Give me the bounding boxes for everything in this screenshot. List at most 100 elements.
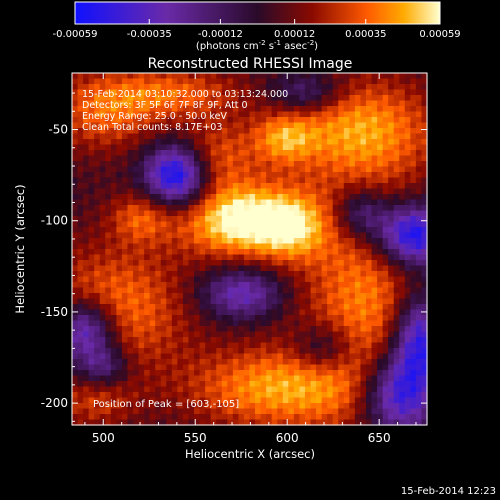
heatmap-pixel — [83, 199, 90, 206]
heatmap-pixel — [160, 254, 167, 261]
heatmap-pixel — [415, 139, 423, 146]
heatmap-pixel — [194, 232, 201, 239]
heatmap-pixel — [304, 216, 312, 223]
heatmap-pixel — [404, 111, 411, 118]
heatmap-pixel — [227, 144, 234, 151]
heatmap-pixel — [188, 227, 195, 234]
heatmap-pixel — [199, 276, 206, 283]
heatmap-pixel — [133, 150, 140, 157]
heatmap-pixel — [327, 320, 334, 327]
heatmap-pixel — [121, 95, 129, 102]
heatmap-pixel — [121, 122, 129, 129]
heatmap-pixel — [227, 249, 234, 256]
heatmap-pixel — [415, 89, 423, 96]
heatmap-pixel — [343, 177, 350, 184]
heatmap-pixel — [210, 353, 217, 360]
heatmap-pixel — [243, 221, 251, 228]
y-tick-label: -200 — [41, 396, 68, 410]
heatmap-pixel — [155, 194, 162, 201]
heatmap-pixel — [116, 353, 123, 360]
heatmap-pixel — [133, 210, 140, 217]
heatmap-pixel — [127, 221, 134, 228]
heatmap-pixel — [182, 117, 190, 124]
heatmap-pixel — [321, 298, 328, 305]
heatmap-pixel — [282, 265, 289, 272]
heatmap-pixel — [138, 210, 145, 217]
heatmap-pixel — [94, 139, 101, 146]
heatmap-pixel — [188, 348, 195, 355]
heatmap-pixel — [227, 95, 234, 102]
heatmap-pixel — [155, 315, 162, 322]
heatmap-pixel — [277, 282, 284, 289]
heatmap-pixel — [354, 249, 362, 256]
heatmap-pixel — [415, 199, 423, 206]
heatmap-pixel — [404, 397, 411, 404]
heatmap-pixel — [94, 249, 101, 256]
heatmap-pixel — [277, 392, 284, 399]
heatmap-pixel — [116, 287, 123, 294]
heatmap-pixel — [238, 331, 245, 338]
heatmap-pixel — [310, 414, 317, 421]
heatmap-pixel — [377, 117, 384, 124]
heatmap-pixel — [293, 161, 301, 168]
heatmap-pixel — [293, 78, 301, 85]
heatmap-pixel — [144, 271, 151, 278]
heatmap-pixel — [332, 392, 339, 399]
heatmap-pixel — [310, 238, 317, 245]
heatmap-pixel — [116, 194, 123, 201]
heatmap-pixel — [232, 386, 240, 393]
heatmap-pixel — [94, 326, 101, 333]
heatmap-pixel — [293, 326, 301, 333]
heatmap-pixel — [282, 78, 289, 85]
heatmap-pixel — [166, 111, 173, 118]
heatmap-pixel — [316, 161, 323, 168]
heatmap-pixel — [199, 144, 206, 151]
heatmap-pixel — [360, 210, 367, 217]
heatmap-pixel — [343, 117, 350, 124]
heatmap-pixel — [238, 342, 245, 349]
heatmap-pixel — [232, 353, 240, 360]
heatmap-pixel — [144, 326, 151, 333]
heatmap-pixel — [121, 238, 129, 245]
heatmap-pixel — [288, 287, 295, 294]
heatmap-pixel — [282, 386, 289, 393]
heatmap-pixel — [343, 353, 350, 360]
heatmap-pixel — [327, 155, 334, 162]
heatmap-pixel — [94, 414, 101, 421]
heatmap-pixel — [205, 375, 212, 382]
heatmap-pixel — [393, 166, 400, 173]
heatmap-pixel — [338, 309, 345, 316]
heatmap-pixel — [316, 304, 323, 311]
heatmap-pixel — [243, 100, 251, 107]
heatmap-pixel — [404, 172, 411, 179]
heatmap-pixel — [316, 254, 323, 261]
heatmap-pixel — [238, 89, 245, 96]
heatmap-pixel — [260, 315, 267, 322]
heatmap-pixel — [138, 95, 145, 102]
heatmap-pixel — [421, 337, 428, 344]
heatmap-pixel — [293, 375, 301, 382]
heatmap-pixel — [415, 150, 423, 157]
heatmap-pixel — [166, 375, 173, 382]
heatmap-pixel — [182, 276, 190, 283]
heatmap-pixel — [321, 227, 328, 234]
heatmap-pixel — [282, 298, 289, 305]
heatmap-pixel — [144, 359, 151, 366]
heatmap-pixel — [133, 287, 140, 294]
heatmap-pixel — [238, 309, 245, 316]
heatmap-pixel — [266, 265, 273, 272]
heatmap-pixel — [127, 271, 134, 278]
heatmap-pixel — [216, 100, 223, 107]
heatmap-pixel — [138, 370, 145, 377]
heatmap-pixel — [210, 166, 217, 173]
heatmap-pixel — [232, 232, 240, 239]
heatmap-pixel — [410, 117, 417, 124]
heatmap-pixel — [99, 161, 106, 168]
heatmap-pixel — [399, 392, 406, 399]
heatmap-pixel — [277, 298, 284, 305]
heatmap-pixel — [144, 117, 151, 124]
heatmap-pixel — [133, 254, 140, 261]
heatmap-pixel — [110, 128, 117, 135]
heatmap-pixel — [110, 260, 117, 267]
heatmap-pixel — [72, 232, 79, 239]
